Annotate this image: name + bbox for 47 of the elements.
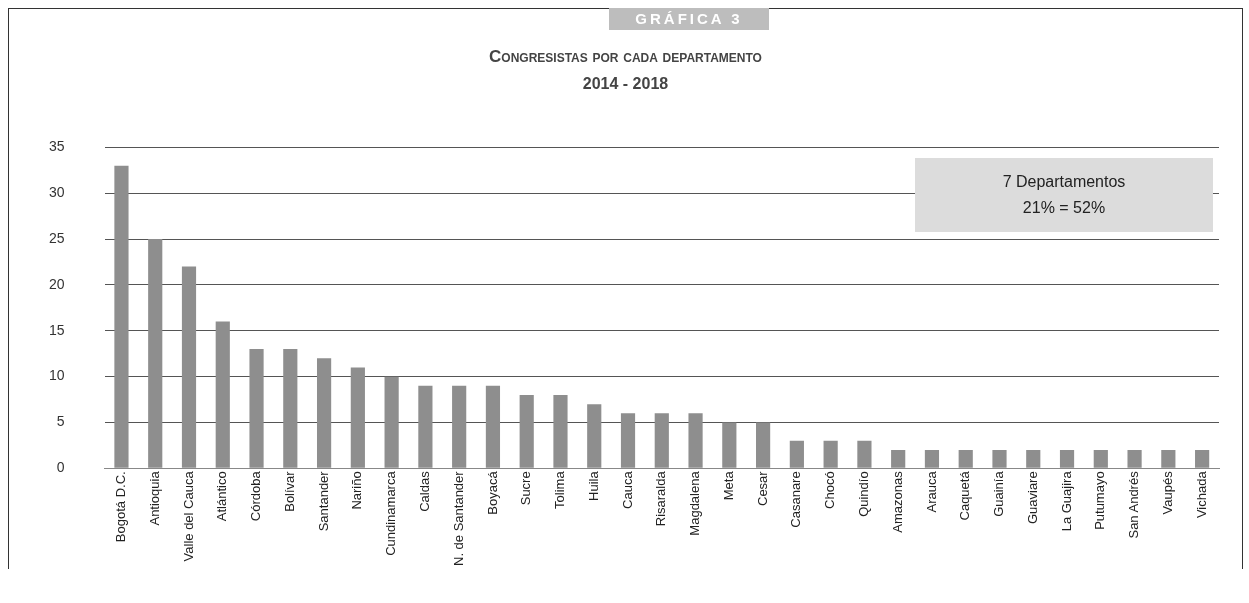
x-tick-label: Córdoba bbox=[248, 470, 264, 522]
x-tick-label: Bolívar bbox=[281, 470, 297, 512]
x-tick-label: Antioquia bbox=[146, 470, 162, 526]
x-tick-label: Bogotá D.C. bbox=[113, 471, 129, 543]
text: GRÁFICA 3 bbox=[609, 8, 769, 30]
x-tick-label: Santander bbox=[315, 470, 331, 532]
x-tick-label: La Guajira bbox=[1058, 470, 1074, 532]
x-tick-label: Valle del Cauca bbox=[180, 470, 196, 562]
x-tick-label: Tolima bbox=[552, 470, 568, 509]
x-tick-label: Putumayo bbox=[1092, 471, 1108, 530]
x-tick-label: Amazonas bbox=[889, 470, 905, 533]
x-tick-label: Nariño bbox=[349, 471, 365, 510]
x-tick-label: Meta bbox=[720, 470, 736, 501]
chart-title: Congresistas por cada departamento bbox=[488, 47, 763, 67]
y-tick-label: 10 bbox=[48, 367, 65, 384]
x-tick-label: Quindío bbox=[855, 471, 871, 517]
annotation: 7 Departamentos bbox=[1002, 172, 1126, 192]
x-tick-label: N. de Santander bbox=[450, 470, 466, 567]
y-tick-label: 35 bbox=[48, 138, 65, 155]
y-tick-label: 0 bbox=[56, 459, 65, 476]
x-tick-label: San Andrés bbox=[1126, 470, 1142, 539]
y-tick-label: 30 bbox=[48, 184, 65, 201]
y-tick-label: 5 bbox=[56, 413, 65, 430]
x-tick-label: Vaupés bbox=[1159, 470, 1175, 515]
x-tick-label: Guainía bbox=[991, 470, 1007, 517]
x-tick-label: Risaralda bbox=[653, 470, 669, 527]
x-tick-label: Caquetá bbox=[957, 470, 973, 521]
x-tick-label: Sucre bbox=[518, 471, 534, 506]
x-tick-label: Huila bbox=[585, 470, 601, 501]
chart-subtitle: 2014 - 2018 bbox=[581, 75, 670, 93]
x-tick-label: Arauca bbox=[923, 470, 939, 513]
x-tick-label: Cauca bbox=[619, 470, 635, 509]
x-tick-label: Boyacá bbox=[484, 470, 500, 515]
x-tick-label: Vichada bbox=[1193, 470, 1209, 519]
y-tick-label: 20 bbox=[48, 275, 65, 292]
x-tick-label: Magdalena bbox=[687, 470, 703, 536]
x-tick-label: Chocó bbox=[822, 471, 838, 509]
x-tick-label: Atlántico bbox=[214, 471, 230, 522]
x-tick-label: Cundinamarca bbox=[383, 470, 399, 556]
y-tick-label: 15 bbox=[48, 321, 65, 338]
note-box: 7 Departamentos 21% = 52% bbox=[915, 158, 1213, 232]
x-tick-label: Cesar bbox=[754, 470, 770, 507]
y-tick-label: 25 bbox=[48, 229, 65, 246]
annotation: 21% = 52% bbox=[1022, 198, 1106, 218]
x-tick-label: Guaviare bbox=[1024, 471, 1040, 525]
x-tick-label: Caldas bbox=[416, 470, 432, 512]
x-tick-label: Casanare bbox=[788, 471, 804, 528]
